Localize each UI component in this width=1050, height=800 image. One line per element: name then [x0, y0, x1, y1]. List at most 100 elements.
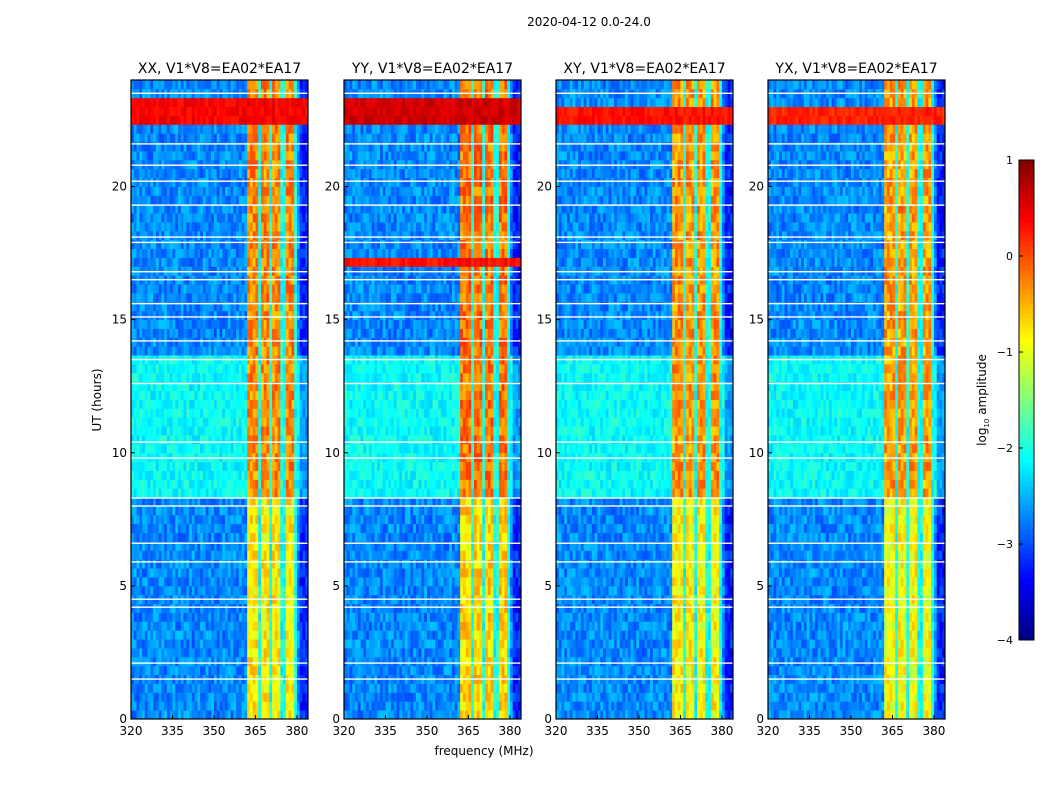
- heatmap-cell: [200, 133, 204, 143]
- heatmap-cell: [266, 692, 270, 702]
- heatmap-cell: [238, 692, 243, 702]
- heatmap-cell: [294, 239, 298, 250]
- heatmap-cell: [457, 701, 461, 711]
- heatmap-cell: [216, 80, 220, 90]
- heatmap-cell: [255, 97, 259, 108]
- heatmap-cell: [283, 585, 287, 596]
- heatmap-cell: [225, 195, 229, 205]
- heatmap-cell: [285, 222, 290, 232]
- heatmap-cell: [305, 701, 309, 711]
- heatmap-cell: [183, 97, 187, 108]
- heatmap-cell: [421, 710, 425, 720]
- heatmap-cell: [164, 559, 168, 569]
- heatmap-cell: [263, 381, 267, 392]
- heatmap-cell: [200, 656, 204, 667]
- heatmap-cell: [155, 133, 160, 143]
- heatmap-cell: [202, 488, 207, 498]
- heatmap-cell: [219, 97, 223, 108]
- heatmap-cell: [211, 603, 215, 613]
- heatmap-cell: [147, 648, 151, 658]
- heatmap-cell: [213, 514, 218, 525]
- heatmap-cell: [191, 337, 196, 347]
- heatmap-cell: [465, 701, 469, 711]
- heatmap-cell: [155, 683, 160, 693]
- heatmap-cell: [197, 80, 201, 90]
- heatmap-cell: [274, 222, 278, 232]
- heatmap-cell: [197, 710, 201, 720]
- heatmap-cell: [136, 310, 140, 321]
- heatmap-cell: [172, 115, 176, 125]
- heatmap-cell: [391, 701, 395, 711]
- heatmap-cell: [142, 550, 146, 560]
- heatmap-cell: [202, 399, 207, 409]
- heatmap-cell: [241, 80, 245, 90]
- heatmap-cell: [219, 222, 223, 232]
- heatmap-cell: [244, 381, 248, 392]
- heatmap-cell: [230, 319, 234, 329]
- x-tick-label: 320: [120, 724, 143, 738]
- heatmap-cell: [277, 257, 281, 267]
- heatmap-cell: [213, 417, 218, 427]
- heatmap-cell: [274, 124, 278, 134]
- heatmap-cell: [153, 577, 157, 587]
- heatmap-cell: [216, 381, 220, 392]
- heatmap-cell: [260, 541, 265, 551]
- heatmap-cell: [150, 230, 154, 241]
- heatmap-cell: [150, 497, 154, 507]
- heatmap-cell: [136, 435, 140, 445]
- heatmap-cell: [139, 364, 143, 374]
- heatmap-cell: [147, 568, 151, 578]
- heatmap-cell: [200, 337, 204, 347]
- heatmap-cell: [131, 443, 135, 454]
- heatmap-cell: [410, 701, 414, 711]
- heatmap-cell: [241, 514, 245, 525]
- heatmap-cell: [158, 417, 162, 427]
- heatmap-cell: [249, 168, 254, 179]
- heatmap-cell: [283, 426, 287, 436]
- heatmap-cell: [211, 337, 215, 347]
- heatmap-cell: [305, 488, 309, 498]
- heatmap-cell: [225, 514, 229, 525]
- heatmap-cell: [155, 488, 160, 498]
- heatmap-cell: [266, 248, 270, 258]
- heatmap-cell: [216, 337, 220, 347]
- heatmap-cell: [213, 470, 218, 480]
- heatmap-cell: [142, 239, 146, 250]
- heatmap-cell: [178, 115, 182, 125]
- heatmap-cell: [142, 443, 146, 454]
- heatmap-cell: [241, 701, 245, 711]
- heatmap-cell: [247, 443, 251, 454]
- y-tick-label: 20: [112, 180, 127, 194]
- heatmap-cell: [197, 319, 201, 329]
- heatmap-cell: [197, 142, 201, 152]
- heatmap-cell: [255, 648, 259, 658]
- heatmap-cell: [219, 461, 223, 471]
- heatmap-cell: [191, 665, 196, 676]
- heatmap-cell: [294, 523, 298, 534]
- heatmap-cell: [216, 115, 220, 125]
- heatmap-cell: [280, 186, 284, 196]
- heatmap-cell: [277, 399, 281, 409]
- heatmap-cell: [200, 168, 204, 179]
- heatmap-cell: [438, 692, 442, 702]
- heatmap-cell: [208, 408, 212, 418]
- heatmap-cell: [155, 204, 160, 214]
- heatmap-cell: [302, 488, 306, 498]
- heatmap-cell: [164, 213, 168, 223]
- heatmap-cell: [283, 568, 287, 578]
- heatmap-cell: [133, 488, 137, 498]
- heatmap-cell: [189, 177, 193, 187]
- heatmap-cell: [166, 577, 171, 587]
- heatmap-cell: [225, 115, 229, 125]
- heatmap-cell: [161, 710, 165, 720]
- heatmap-cell: [222, 80, 226, 90]
- heatmap-cell: [230, 151, 234, 161]
- heatmap-cell: [213, 195, 218, 205]
- heatmap-cell: [150, 417, 154, 427]
- heatmap-cell: [263, 239, 267, 250]
- heatmap-cell: [302, 151, 306, 161]
- heatmap-cell: [164, 532, 168, 542]
- heatmap-cell: [144, 97, 148, 108]
- heatmap-cell: [233, 115, 237, 125]
- heatmap-cell: [225, 186, 229, 196]
